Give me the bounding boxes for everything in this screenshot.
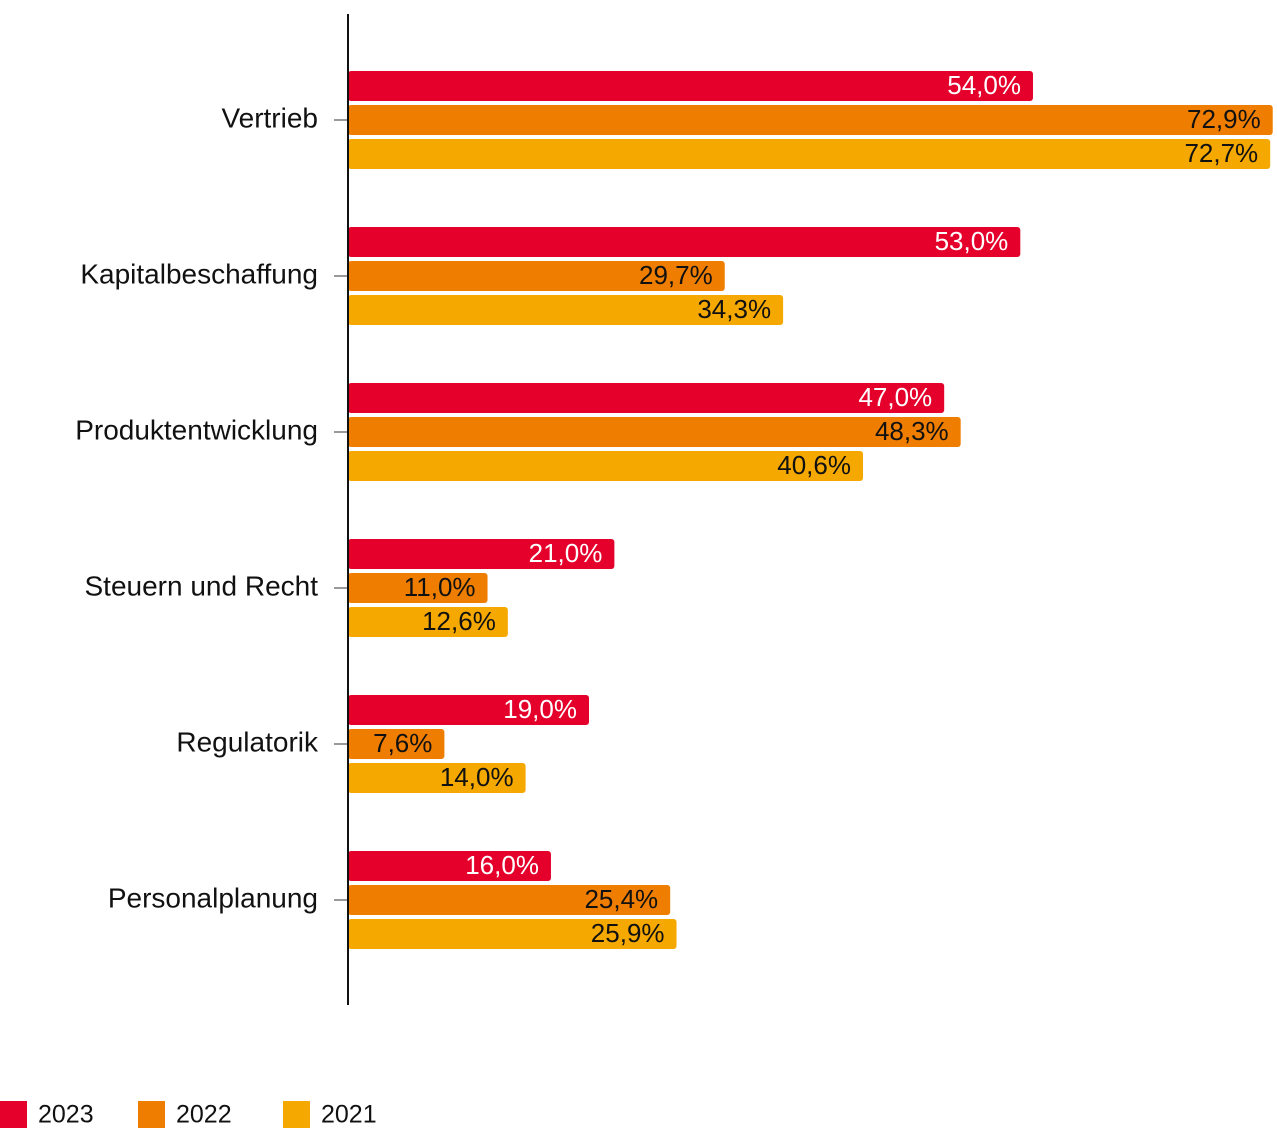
category-label: Produktentwicklung	[75, 414, 318, 445]
bar	[348, 573, 488, 603]
value-label: 72,7%	[1184, 138, 1258, 168]
value-label: 48,3%	[875, 416, 949, 446]
bar	[348, 417, 961, 447]
value-label: 16,0%	[465, 850, 539, 880]
value-label: 14,0%	[440, 762, 514, 792]
value-label: 25,9%	[591, 918, 665, 948]
legend-label: 2023	[38, 1101, 94, 1128]
bar	[348, 71, 1033, 101]
bar	[348, 695, 590, 725]
legend-swatch	[0, 1101, 27, 1128]
category-label: Steuern und Recht	[85, 570, 319, 601]
value-label: 12,6%	[422, 606, 496, 636]
value-label: 34,3%	[697, 294, 771, 324]
legend-label: 2021	[321, 1101, 377, 1128]
legend-swatch	[283, 1101, 310, 1128]
value-label: 72,9%	[1187, 104, 1261, 134]
bar	[348, 451, 864, 481]
category-label: Kapitalbeschaffung	[80, 258, 318, 289]
bar	[348, 919, 677, 949]
bar	[348, 607, 508, 637]
value-label: 21,0%	[529, 538, 603, 568]
bar	[348, 227, 1021, 257]
value-label: 54,0%	[947, 70, 1021, 100]
value-label: 19,0%	[503, 694, 577, 724]
bar	[348, 295, 784, 325]
value-label: 40,6%	[777, 450, 851, 480]
legend-label: 2022	[176, 1101, 232, 1128]
value-label: 11,0%	[404, 572, 476, 602]
value-label: 7,6%	[373, 728, 432, 758]
value-label: 53,0%	[935, 226, 1009, 256]
bar	[348, 105, 1273, 135]
legend-swatch	[138, 1101, 165, 1128]
bar	[348, 763, 526, 793]
bar	[348, 383, 945, 413]
value-label: 25,4%	[584, 884, 658, 914]
value-label: 47,0%	[858, 382, 932, 412]
bar	[348, 261, 725, 291]
category-label: Regulatorik	[176, 726, 319, 757]
bar	[348, 851, 551, 881]
category-label: Personalplanung	[108, 882, 318, 913]
bar	[348, 139, 1271, 169]
bar	[348, 885, 671, 915]
category-label: Vertrieb	[222, 102, 319, 133]
bar	[348, 539, 615, 569]
bar	[348, 729, 445, 759]
value-label: 29,7%	[639, 260, 713, 290]
